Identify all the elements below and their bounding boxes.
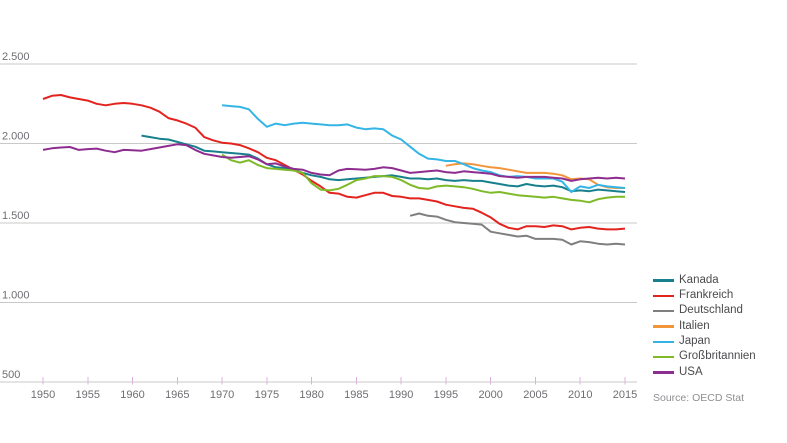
series-line-großbritannien [221, 153, 625, 204]
legend-label-japan: Japan [679, 335, 711, 348]
legend-label-usa: USA [679, 365, 703, 378]
legend-swatch-kanada [653, 279, 674, 282]
legend-item-frankreich: Frankreich [653, 288, 756, 303]
x-axis-label-2005: 2005 [523, 389, 547, 401]
source-note: Source: OECD Stat [653, 392, 745, 404]
y-axis-label-1500: 1.500 [2, 210, 30, 222]
legend-item-deutschland: Deutschland [653, 304, 756, 319]
legend-swatch-frankreich [653, 294, 674, 298]
legend-label-kanada: Kanada [679, 273, 719, 286]
legend-swatch-grossbritannien [653, 355, 674, 359]
legend-item-japan: Japan [653, 334, 756, 349]
x-axis-label-2015: 2015 [613, 389, 637, 401]
legend-swatch-usa [653, 371, 674, 374]
x-axis-label-1980: 1980 [299, 389, 323, 401]
y-axis-label-1000: 1.000 [2, 290, 30, 302]
series-line-kanada [141, 134, 626, 193]
legend-label-frankreich: Frankreich [679, 289, 734, 302]
x-axis-label-1995: 1995 [434, 389, 458, 401]
series-line-japan [222, 104, 626, 193]
x-axis-label-1985: 1985 [344, 389, 368, 401]
series-line-italien [445, 162, 625, 189]
x-axis-label-2010: 2010 [568, 389, 592, 401]
legend-label-grossbritannien: Großbritannien [679, 350, 756, 363]
legend-item-kanada: Kanada [653, 273, 756, 288]
x-axis-label-1975: 1975 [255, 389, 279, 401]
series-line-usa [42, 143, 626, 182]
x-axis-label-1955: 1955 [76, 389, 100, 401]
y-axis-label-2500: 2.500 [2, 51, 30, 63]
legend-item-usa: USA [653, 365, 756, 380]
x-axis-label-1965: 1965 [165, 389, 189, 401]
legend-label-deutschland: Deutschland [679, 304, 743, 317]
legend-swatch-italien [653, 325, 674, 328]
legend-item-italien: Italien [653, 319, 756, 334]
legend-item-grossbritannien: Großbritannien [653, 349, 756, 364]
x-axis-label-1950: 1950 [31, 389, 55, 401]
legend-swatch-deutschland [653, 309, 674, 313]
legend-swatch-japan [653, 340, 674, 344]
legend: Kanada Frankreich Deutschland Italien Ja… [653, 273, 756, 380]
series-line-deutschland [409, 212, 626, 246]
x-axis-label-1970: 1970 [210, 389, 234, 401]
x-axis-label-1990: 1990 [389, 389, 413, 401]
series-line-frankreich [42, 94, 626, 231]
x-axis-label-1960: 1960 [120, 389, 144, 401]
x-axis-label-2000: 2000 [478, 389, 502, 401]
legend-label-italien: Italien [679, 319, 710, 332]
y-axis-label-2000: 2.000 [2, 131, 30, 143]
y-axis-label-500: 500 [2, 369, 20, 381]
